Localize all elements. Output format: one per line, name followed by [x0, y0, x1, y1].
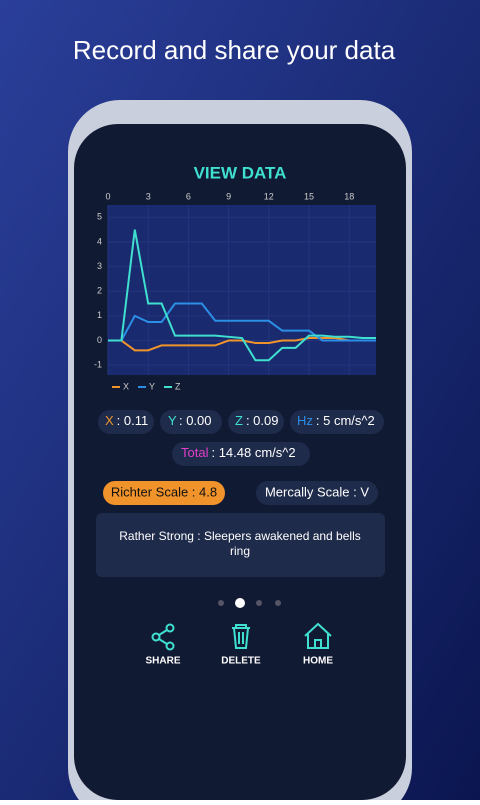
- page-dot: [256, 600, 262, 606]
- stat-pill: [172, 442, 310, 466]
- stat: Z: 0.09: [235, 413, 278, 428]
- x-tick-label: 12: [264, 191, 274, 201]
- data-line: [108, 337, 376, 352]
- x-tick-label: 15: [304, 191, 314, 201]
- home-icon[interactable]: [304, 622, 332, 649]
- stat-pill: [290, 410, 384, 434]
- legend-label: Y: [149, 381, 155, 391]
- legend-label: X: [123, 381, 129, 391]
- page-dot: [275, 600, 281, 606]
- x-tick-label: 6: [186, 191, 191, 201]
- y-tick-label: 5: [97, 212, 102, 222]
- stat-value: : 0.11: [117, 413, 149, 428]
- action-label[interactable]: DELETE: [221, 656, 261, 667]
- stat-label: Hz: [297, 413, 313, 428]
- mercally: Mercally Scale : V: [265, 484, 369, 499]
- page-dot: [235, 598, 245, 608]
- stat-pill: [160, 410, 222, 434]
- screen-title: VIEW DATA: [194, 163, 287, 182]
- stat: Y: 0.00: [168, 413, 212, 428]
- y-tick-label: 3: [97, 261, 102, 271]
- stat: X: 0.11: [105, 413, 148, 428]
- page-dot: [218, 600, 224, 606]
- y-tick-label: -1: [94, 360, 102, 370]
- x-tick-label: 9: [226, 191, 231, 201]
- y-tick-label: 0: [97, 335, 102, 345]
- stat-label: X: [105, 413, 114, 428]
- action-label[interactable]: SHARE: [145, 656, 180, 667]
- total-label: Total: [181, 445, 209, 460]
- total: Total: 14.48 cm/s^2: [181, 445, 296, 460]
- total-value: : 14.48 cm/s^2: [211, 445, 295, 460]
- stat-label: Z: [235, 413, 243, 428]
- richter: Richter Scale : 4.8: [111, 484, 217, 499]
- action-label[interactable]: HOME: [303, 656, 333, 667]
- data-line: [108, 229, 376, 362]
- stat-label: Y: [168, 413, 177, 428]
- legend-label: Z: [175, 381, 181, 391]
- headline: Record and share your data: [73, 35, 396, 65]
- richter-pill: [103, 481, 225, 505]
- stat-pill: [228, 410, 284, 434]
- x-tick-label: 3: [146, 191, 151, 201]
- stat-value: : 5 cm/s^2: [316, 413, 375, 428]
- stat-value: : 0.09: [246, 413, 279, 428]
- x-tick-label: 18: [344, 191, 354, 201]
- description: ring: [230, 544, 250, 558]
- delete-icon[interactable]: [232, 624, 250, 649]
- description-box: [96, 513, 385, 577]
- share-icon[interactable]: [151, 623, 175, 651]
- y-tick-label: 1: [97, 310, 102, 320]
- stat: Hz: 5 cm/s^2: [297, 413, 375, 428]
- data-line: [108, 302, 376, 342]
- description: Rather Strong : Sleepers awakened and be…: [119, 529, 360, 543]
- plot-area: [108, 205, 376, 375]
- stat-pill: [98, 410, 154, 434]
- y-tick-label: 2: [97, 286, 102, 296]
- x-tick-label: 0: [105, 191, 110, 201]
- mercally-pill: [256, 481, 378, 505]
- stat-value: : 0.00: [179, 413, 212, 428]
- y-tick-label: 4: [97, 236, 102, 246]
